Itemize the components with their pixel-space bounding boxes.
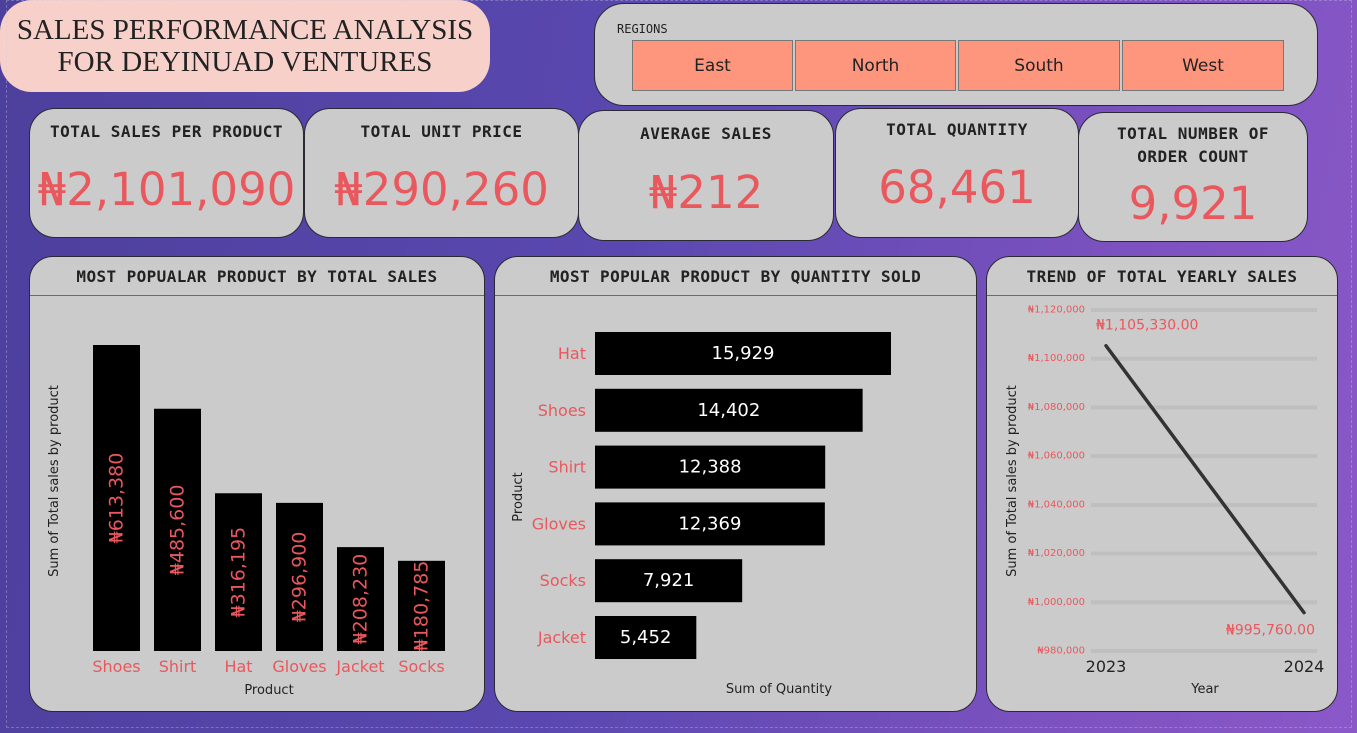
bar-data-label: ₦296,900 (289, 532, 311, 623)
kpi-order-count: TOTAL NUMBER OF ORDER COUNT 9,921 (1078, 112, 1308, 242)
y-axis-label: Sum of Total sales by product (47, 385, 62, 577)
dashboard-title-line1: SALES PERFORMANCE ANALYSIS (16, 14, 474, 46)
bar-data-label: 14,402 (697, 400, 760, 421)
bar-data-label: 15,929 (712, 343, 775, 364)
bar (154, 408, 201, 651)
regions-slicer: REGIONS East North South West (594, 3, 1318, 106)
kpi-title: TOTAL QUANTITY (886, 120, 1028, 139)
x-axis-label: Year (1190, 682, 1219, 697)
bar (595, 559, 743, 603)
bar (215, 493, 262, 651)
x-tick-label: Hat (224, 657, 252, 676)
kpi-value: 68,461 (878, 161, 1036, 214)
bar (276, 502, 323, 651)
dashboard-title-line2: FOR DEYINUAD VENTURES (57, 46, 433, 78)
kpi-average-sales: AVERAGE SALES ₦212 (578, 110, 834, 241)
kpi-value: ₦212 (648, 166, 764, 219)
bar-data-label: 12,388 (679, 457, 742, 478)
bar (93, 345, 140, 651)
y-tick-label: ₦1,000,000 (1028, 597, 1085, 608)
kpi-value: ₦290,260 (334, 163, 549, 216)
y-tick-label: Hat (558, 344, 586, 363)
yearly-sales-trend-svg: ₦980,000 ₦1,000,000 ₦1,020,000 ₦1,040,000 ₦1… (1005, 305, 1325, 698)
y-tick-label: ₦1,120,000 (1028, 305, 1085, 316)
x-tick-label: Shoes (92, 657, 140, 676)
point-data-label: ₦1,105,330.00 (1096, 318, 1198, 334)
kpi-title-line2: ORDER COUNT (1137, 147, 1249, 166)
y-axis-label: Sum of Total sales by product (1005, 385, 1020, 577)
bar (595, 388, 863, 432)
y-tick-label: Shoes (538, 401, 586, 420)
bar (398, 560, 445, 651)
x-axis-label: Product (244, 683, 293, 698)
y-tick-label: ₦1,080,000 (1028, 402, 1085, 413)
chart-title: MOST POPULAR PRODUCT BY QUANTITY SOLD (495, 257, 976, 296)
x-tick-label: 2024 (1284, 657, 1325, 676)
yearly-sales-trend-chart: TREND OF TOTAL YEARLY SALES ₦980,000 ₦1,0… (986, 256, 1338, 712)
bar (595, 332, 891, 375)
chart-title: TREND OF TOTAL YEARLY SALES (987, 257, 1337, 296)
x-axis-label: Sum of Quantity (726, 682, 832, 697)
y-tick-label: Socks (540, 571, 586, 590)
kpi-title: TOTAL UNIT PRICE (360, 122, 523, 141)
dashboard-title: SALES PERFORMANCE ANALYSIS FOR DEYINUAD … (17, 14, 473, 78)
y-tick-label: ₦1,040,000 (1028, 499, 1085, 510)
bar (595, 445, 826, 489)
y-tick-label: Jacket (537, 628, 586, 647)
bar-data-label: 12,369 (678, 513, 741, 534)
kpi-total-unit-price: TOTAL UNIT PRICE ₦290,260 (304, 108, 579, 238)
bar (595, 502, 825, 546)
quantity-by-product-svg: 15,929 Hat 14,402 Shoes 12,388 Shirt 12,369 Glo… (511, 332, 891, 697)
x-tick-label: Jacket (335, 657, 384, 676)
region-button-east[interactable]: East (632, 40, 793, 91)
kpi-total-sales: TOTAL SALES PER PRODUCT ₦2,101,090 (29, 108, 304, 238)
chart-title: MOST POPUALAR PRODUCT BY TOTAL SALES (30, 257, 484, 296)
region-button-south[interactable]: South (958, 40, 1120, 91)
x-tick-label: Shirt (159, 657, 197, 676)
series-line (1104, 343, 1306, 615)
kpi-title: AVERAGE SALES (640, 124, 772, 143)
kpi-title-line1: TOTAL NUMBER OF (1117, 124, 1269, 143)
sales-by-product-chart: MOST POPUALAR PRODUCT BY TOTAL SALES ₦61… (29, 256, 485, 712)
x-tick-label: Gloves (272, 657, 326, 676)
x-tick-label: 2023 (1086, 657, 1127, 676)
y-tick-label: Shirt (548, 458, 586, 477)
y-tick-label: Gloves (532, 514, 586, 533)
bar-data-label: ₦613,380 (106, 453, 128, 544)
region-button-north[interactable]: North (795, 40, 956, 91)
bar-data-label: 7,921 (643, 570, 695, 591)
bar-data-label: 5,452 (620, 627, 672, 648)
y-axis-label: Product (511, 472, 526, 521)
kpi-value: ₦2,101,090 (37, 163, 296, 216)
y-tick-label: ₦1,100,000 (1028, 353, 1085, 364)
region-button-west[interactable]: West (1122, 40, 1284, 91)
bar-data-label: ₦208,230 (350, 554, 372, 645)
y-tick-label: ₦1,020,000 (1028, 548, 1085, 559)
sales-by-product-svg: ₦613,380 Shoes ₦485,600 Shirt ₦316,195 Hat ₦29… (47, 345, 445, 698)
bar-data-label: ₦180,785 (411, 561, 433, 652)
regions-label: REGIONS (617, 22, 668, 36)
x-tick-label: Socks (398, 657, 444, 676)
bar-data-label: ₦316,195 (228, 527, 250, 618)
kpi-title: TOTAL SALES PER PRODUCT (49, 122, 284, 141)
bar (337, 547, 384, 651)
bar-data-label: ₦485,600 (167, 485, 189, 576)
kpi-total-quantity: TOTAL QUANTITY 68,461 (835, 108, 1079, 238)
bar (595, 616, 697, 659)
dashboard-title-card: SALES PERFORMANCE ANALYSIS FOR DEYINUAD … (0, 0, 490, 92)
y-tick-label: ₦1,060,000 (1028, 451, 1085, 462)
kpi-value: 9,921 (1128, 177, 1258, 230)
y-tick-label: ₦980,000 (1037, 646, 1085, 657)
point-data-label: ₦995,760.00 (1226, 623, 1315, 639)
quantity-by-product-chart: MOST POPULAR PRODUCT BY QUANTITY SOLD 15… (494, 256, 977, 712)
